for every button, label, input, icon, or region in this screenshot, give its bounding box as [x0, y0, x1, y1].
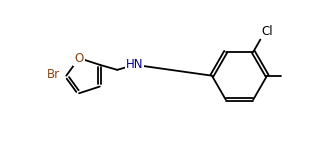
Text: Cl: Cl — [262, 25, 273, 38]
Text: O: O — [74, 52, 84, 65]
Text: Br: Br — [47, 67, 60, 81]
Text: HN: HN — [126, 58, 143, 71]
